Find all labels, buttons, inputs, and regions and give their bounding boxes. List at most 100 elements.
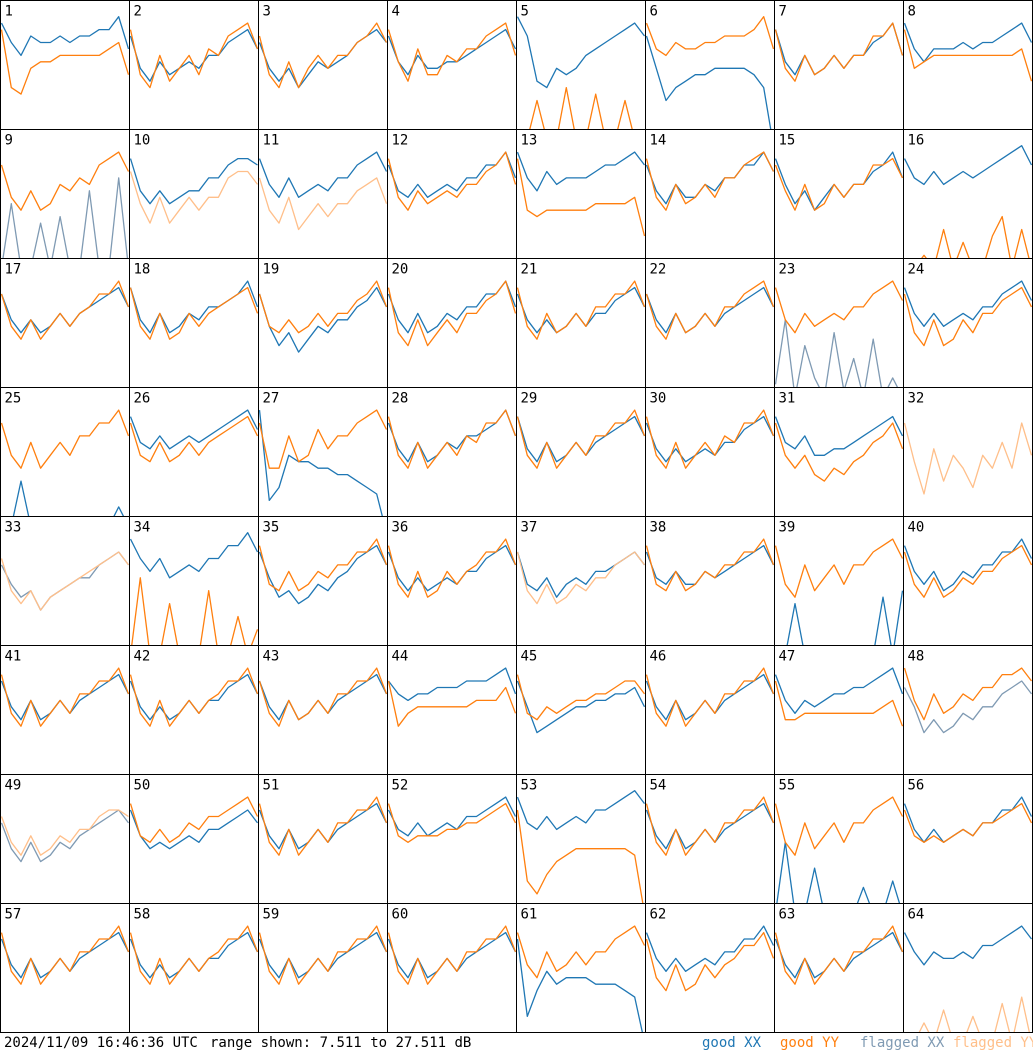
panel-frame (516, 774, 646, 904)
panel-label: 13 (521, 133, 538, 149)
traces (258, 22, 388, 89)
traces (0, 809, 130, 863)
traces (903, 667, 1033, 734)
xx-trace (258, 544, 388, 605)
panel-label: 40 (908, 520, 925, 536)
panel-label: 47 (779, 649, 796, 665)
yy-trace (516, 809, 644, 904)
traces (0, 280, 130, 340)
range-min: 7.511 (320, 1035, 362, 1051)
traces (774, 667, 904, 727)
yy-trace (0, 809, 129, 856)
yy-trace (258, 280, 388, 334)
xx-trace (645, 151, 775, 205)
panel: 21 (516, 258, 646, 388)
panel: 52 (387, 774, 517, 904)
yy-trace (516, 280, 646, 340)
xx-trace (774, 415, 904, 456)
yy-trace (0, 925, 130, 985)
panel: 16 (903, 129, 1033, 259)
traces (645, 667, 775, 727)
panel-label: 58 (134, 907, 151, 923)
xx-trace (776, 841, 901, 904)
panel: 56 (903, 774, 1033, 904)
xx-trace (903, 680, 1033, 734)
xx-trace (129, 280, 259, 334)
panel-frame (516, 645, 646, 775)
panel-label: 63 (779, 907, 796, 923)
panel: 54 (645, 774, 775, 904)
panel: 61 (516, 903, 646, 1033)
traces (129, 280, 259, 340)
panel-frame (387, 387, 517, 517)
xx-trace (903, 796, 1033, 843)
panel-frame (258, 774, 388, 904)
traces (645, 151, 775, 211)
yy-trace (129, 667, 259, 727)
traces (0, 16, 130, 95)
yy-trace (387, 802, 517, 843)
traces (903, 925, 1033, 1033)
panel-frame (129, 903, 259, 1033)
xx-trace (387, 280, 517, 334)
panel-frame (258, 129, 388, 259)
panel-frame (258, 516, 388, 646)
traces (516, 409, 646, 469)
panel-label: 48 (908, 649, 925, 665)
panel-frame (258, 258, 388, 388)
yy-trace (516, 158, 646, 237)
panel: 59 (258, 903, 388, 1033)
panel-frame (387, 774, 517, 904)
panel-frame (645, 903, 775, 1033)
panel-label: 54 (650, 778, 667, 794)
panel-label: 21 (521, 262, 538, 278)
panel: 5 (516, 0, 646, 130)
range-to: to (370, 1035, 387, 1051)
yy-trace (129, 170, 259, 224)
traces (258, 151, 388, 231)
panel-label: 5 (521, 4, 529, 20)
yy-trace (387, 538, 517, 598)
panel: 25 (0, 387, 130, 517)
traces (387, 796, 517, 843)
xx-trace (387, 544, 517, 592)
panel-label: 24 (908, 262, 925, 278)
traces (516, 674, 646, 734)
panel-frame (0, 903, 130, 1033)
panel-label: 26 (134, 391, 151, 407)
panel-label: 61 (521, 907, 538, 923)
traces (0, 925, 130, 985)
traces (129, 532, 259, 646)
xx-trace (129, 809, 259, 850)
yy-trace (645, 151, 775, 211)
traces (258, 925, 388, 985)
xx-trace (2, 177, 129, 259)
panel-frame (387, 645, 517, 775)
panel: 26 (129, 387, 259, 517)
panel: 19 (258, 258, 388, 388)
xx-trace (903, 280, 1033, 327)
yy-trace (903, 29, 1033, 82)
traces (387, 925, 517, 985)
xx-trace (0, 551, 130, 611)
xx-trace (258, 286, 388, 353)
panel: 15 (774, 129, 904, 259)
traces (516, 790, 646, 904)
panel-frame (0, 387, 130, 517)
panel-label: 11 (263, 133, 280, 149)
panel-label: 33 (5, 520, 22, 536)
panel-frame (0, 0, 130, 130)
panel-frame (903, 645, 1033, 775)
xx-trace (387, 667, 517, 702)
panel: 22 (645, 258, 775, 388)
traces (645, 280, 775, 340)
xx-trace (786, 590, 904, 646)
panel-label: 6 (650, 4, 658, 20)
panel-frame (516, 903, 646, 1033)
xx-trace (903, 22, 1033, 63)
yy-trace (387, 280, 517, 347)
panel: 27 (258, 387, 388, 517)
